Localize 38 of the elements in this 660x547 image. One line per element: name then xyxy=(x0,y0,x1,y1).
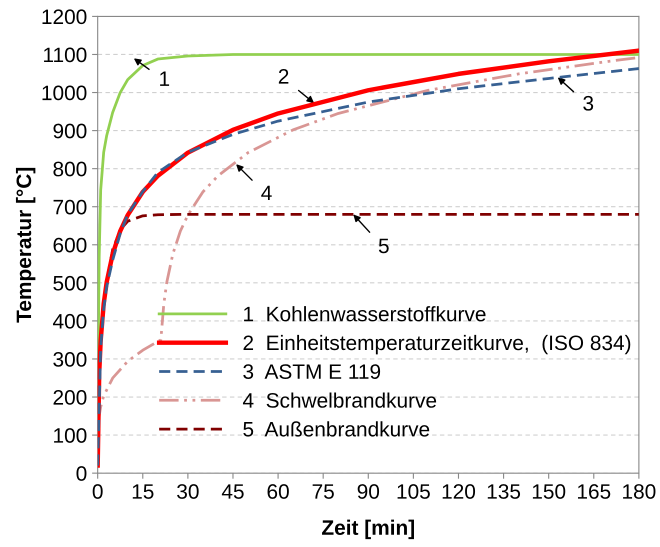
legend-label: 5 Außenbrandkurve xyxy=(243,421,430,437)
annotation: 5 xyxy=(378,238,389,254)
y-tick-label: 800 xyxy=(53,162,86,176)
x-tick-label: 135 xyxy=(488,484,520,499)
x-tick-label: 60 xyxy=(268,484,289,499)
y-tick-label: 700 xyxy=(54,200,86,214)
annotation: 4 xyxy=(261,186,272,200)
x-tick-label: 90 xyxy=(358,484,380,499)
x-tick-label: 75 xyxy=(312,484,334,499)
x-tick-label: 30 xyxy=(177,484,199,499)
y-axis-title: Temperatur [°C] xyxy=(16,168,36,323)
x-axis-title: Zeit [min] xyxy=(322,520,414,540)
annotation: 3 xyxy=(583,96,594,111)
y-tick-label: 1200 xyxy=(42,9,86,24)
y-tick-label: 500 xyxy=(53,276,86,291)
x-tick-label: 165 xyxy=(578,484,610,499)
annotation: 1 xyxy=(160,72,170,86)
legend-label: 1 Kohlenwasserstoffkurve xyxy=(244,306,486,322)
y-tick-label: 1000 xyxy=(42,86,86,100)
x-tick-label: 120 xyxy=(442,484,476,499)
x-tick-label: 15 xyxy=(132,484,154,499)
y-tick-label: 300 xyxy=(53,352,86,367)
x-tick-label: 150 xyxy=(532,484,566,499)
legend-label: 4 Schwelbrandkurve xyxy=(242,392,436,408)
y-tick-label: 200 xyxy=(54,390,86,405)
legend-label: 3 ASTM E 119 xyxy=(243,364,380,379)
x-tick-label: 45 xyxy=(222,484,244,499)
legend-label: 2 Einheitstemperaturzeitkurve, (ISO 834) xyxy=(244,334,630,354)
x-tick-label: 0 xyxy=(92,484,103,499)
y-tick-label: 900 xyxy=(53,124,86,138)
x-tick-label: 105 xyxy=(398,484,430,499)
annotation: 2 xyxy=(278,69,288,84)
y-tick-label: 1100 xyxy=(44,47,86,62)
y-tick-label: 600 xyxy=(54,238,86,253)
x-tick-label: 180 xyxy=(623,484,656,499)
y-tick-label: 400 xyxy=(52,314,86,329)
y-tick-label: 100 xyxy=(54,428,86,443)
y-tick-label: 0 xyxy=(76,466,86,481)
